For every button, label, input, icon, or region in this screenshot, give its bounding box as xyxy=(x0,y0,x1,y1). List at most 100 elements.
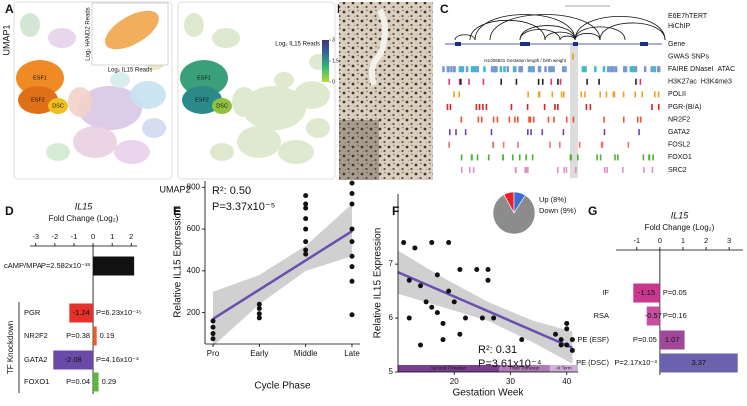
peak xyxy=(565,116,568,123)
track-label: NR2F2 xyxy=(668,116,690,123)
category-label: cAMP/MPA xyxy=(4,261,42,270)
annotation: R²: 0.31 xyxy=(478,344,517,356)
value-label: -1.24 xyxy=(73,308,90,317)
x-axis-title: Fold Change (Log₂) xyxy=(645,223,715,232)
peak xyxy=(631,66,635,73)
y-axis-title: Relative IL15 Expression xyxy=(373,228,384,339)
peak xyxy=(556,167,559,173)
inset-cloud xyxy=(105,10,159,50)
point xyxy=(564,326,570,332)
cluster-label: ESF2 xyxy=(31,97,45,103)
x-tick-label: -1 xyxy=(633,236,640,245)
point xyxy=(303,251,309,257)
cluster xyxy=(180,60,228,96)
peak xyxy=(475,104,478,110)
peak xyxy=(525,167,528,173)
track-label: FOXO1 xyxy=(668,154,692,161)
peak xyxy=(442,66,445,73)
track-label: FOSL2 xyxy=(668,142,690,149)
track-label: Gene xyxy=(668,41,685,48)
peak xyxy=(525,154,527,161)
peak xyxy=(460,167,463,173)
peak xyxy=(635,78,637,85)
peak xyxy=(526,104,529,110)
peak xyxy=(460,116,463,123)
colorbar-tick-label: 3 xyxy=(332,37,335,43)
peak xyxy=(634,91,636,98)
cluster xyxy=(48,98,68,114)
peak xyxy=(548,66,551,73)
peak xyxy=(446,104,449,110)
peak xyxy=(460,154,463,161)
peak xyxy=(572,116,575,123)
cluster xyxy=(232,87,256,117)
cluster xyxy=(212,98,232,114)
point xyxy=(553,331,558,337)
x-tick-label: 0 xyxy=(91,232,95,241)
cluster xyxy=(212,28,240,48)
peak xyxy=(643,167,645,173)
x-tick-label: Middle xyxy=(294,349,318,358)
peak xyxy=(490,66,494,73)
cluster xyxy=(237,126,281,158)
peak xyxy=(602,66,606,73)
hichip-loop xyxy=(574,16,666,41)
colorbar xyxy=(322,40,329,82)
point xyxy=(349,264,355,270)
x-tick-label: 0 xyxy=(658,236,662,245)
y-tick-label: 5 xyxy=(389,367,394,376)
peak xyxy=(614,66,618,73)
category-label: NR2F2 xyxy=(24,331,48,340)
colorbar-tick-label: 1.5 xyxy=(332,58,339,64)
bar xyxy=(659,330,685,350)
point xyxy=(210,318,216,324)
hichip-loop xyxy=(519,25,576,41)
peak xyxy=(639,78,642,85)
point xyxy=(558,342,564,348)
point xyxy=(303,239,309,245)
peak xyxy=(487,154,490,161)
cluster-label: DSC xyxy=(216,103,228,109)
p-value: P=2.582x10⁻³³ xyxy=(41,261,91,270)
y-tick-label: 800 xyxy=(187,182,201,191)
hichip-loop xyxy=(489,14,601,41)
peak xyxy=(460,78,462,85)
peak xyxy=(606,66,610,73)
track-label: GATA2 xyxy=(668,129,690,136)
cluster xyxy=(46,143,70,161)
point xyxy=(303,226,309,232)
cluster-label: ESF1 xyxy=(197,75,211,81)
peak xyxy=(576,154,579,161)
peak xyxy=(529,66,533,73)
peak xyxy=(601,141,604,148)
histology-dense xyxy=(339,120,379,180)
point xyxy=(303,247,309,253)
peak xyxy=(622,116,625,123)
category-label: FOXO1 xyxy=(24,377,49,386)
point xyxy=(423,299,429,305)
point xyxy=(256,311,262,317)
peak xyxy=(648,154,650,161)
track-label: GWAS SNPs xyxy=(668,53,709,60)
fit-line xyxy=(397,271,573,349)
peak xyxy=(604,167,606,173)
point xyxy=(349,278,355,284)
x-tick-label: Early xyxy=(250,349,268,358)
y-axis-title: UMAP1 xyxy=(1,24,11,55)
peak xyxy=(458,91,461,98)
peak xyxy=(518,154,521,161)
bar xyxy=(93,256,135,276)
x-axis-title: Cycle Phase xyxy=(254,381,311,392)
peak xyxy=(453,66,456,73)
inset-y-label: Log₂ HAND2 Reads xyxy=(86,7,92,60)
category-label: PE (DSC) xyxy=(576,358,609,367)
peak xyxy=(490,129,493,136)
gene-exon xyxy=(573,42,578,46)
peak xyxy=(455,129,457,136)
hichip-loop xyxy=(519,29,561,41)
peak xyxy=(543,104,546,110)
peak xyxy=(531,154,534,161)
umap-frame xyxy=(177,1,336,180)
p-value: P=2.17x10⁻³ xyxy=(614,358,657,367)
